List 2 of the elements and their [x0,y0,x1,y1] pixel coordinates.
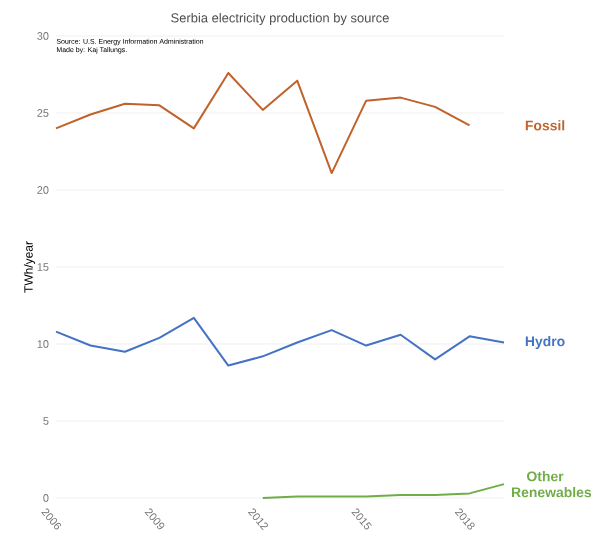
line-series [55,316,506,367]
line-series [55,71,471,175]
